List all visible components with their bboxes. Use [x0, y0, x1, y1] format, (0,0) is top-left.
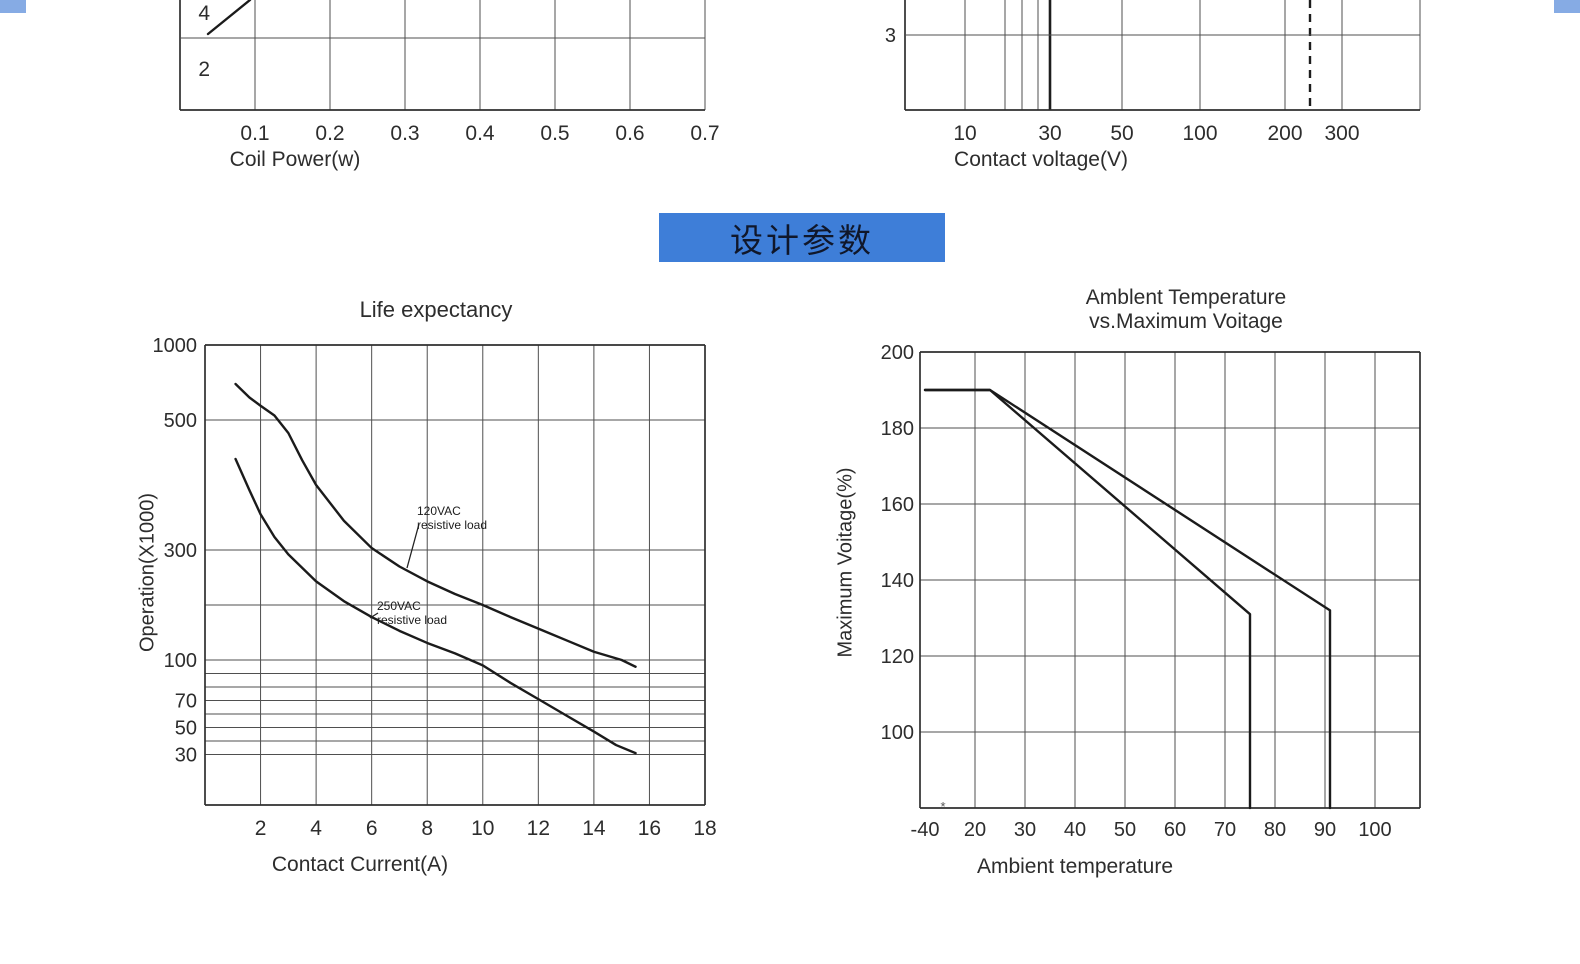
- life-expectancy-title: Life expectancy: [359, 297, 513, 322]
- page-corner-decoration-right: [1554, 0, 1580, 13]
- y-tick-label: 50: [175, 718, 197, 740]
- x-tick-label: 50: [1114, 819, 1136, 841]
- x-tick-label: 90: [1314, 819, 1336, 841]
- x-tick-label: 0.2: [315, 122, 344, 145]
- y-tick-label: 140: [881, 570, 914, 592]
- x-tick-label: 200: [1267, 122, 1302, 145]
- y-tick-label: 70: [175, 691, 197, 713]
- annotation-250vac: 250VAC resistive load: [377, 599, 448, 627]
- series-250vac: [234, 457, 637, 755]
- x-tick-label: 30: [1014, 819, 1036, 841]
- design-params-banner: 设计参数: [659, 213, 945, 262]
- annotation-arrow-250vac: [369, 612, 379, 619]
- x-tick-label: 6: [366, 817, 378, 840]
- x-tick-label: 30: [1038, 122, 1061, 145]
- contact-voltage-chart-svg: 10 30 50 100 200 300 3: [885, 0, 1421, 145]
- temperature-derating-line-2: [923, 388, 1252, 810]
- x-tick-label: -40: [911, 819, 940, 841]
- x-tick-label: 2: [255, 817, 267, 840]
- design-params-banner-text: 设计参数: [730, 221, 874, 259]
- coil-power-xlabel: Coil Power(w): [229, 148, 361, 171]
- temperature-derating-line-1: [923, 388, 1332, 810]
- y-tick-label: 3: [885, 25, 896, 47]
- annotation-120vac: 120VAC resistive load: [417, 504, 488, 532]
- x-tick-label: 8: [421, 817, 433, 840]
- coil-power-chart-svg: 0.1 0.2 0.3 0.4 0.5 0.6 0.7 4 2: [179, 0, 720, 145]
- x-tick-label: 80: [1264, 819, 1286, 841]
- y-tick-label: 4: [198, 2, 210, 25]
- y-tick-label: 300: [164, 540, 197, 562]
- x-tick-label: 40: [1064, 819, 1086, 841]
- x-tick-label: 12: [527, 817, 550, 840]
- y-tick-label: 100: [881, 722, 914, 744]
- y-tick-label: 500: [164, 410, 197, 432]
- x-tick-label: 10: [953, 122, 976, 145]
- x-tick-label: 100: [1358, 819, 1391, 841]
- annotation-250vac-line1: 250VAC: [377, 599, 421, 613]
- x-tick-label: 60: [1164, 819, 1186, 841]
- x-tick-label: 0.1: [240, 122, 269, 145]
- page-corner-decoration-left: [0, 0, 26, 13]
- y-tick-label: 2: [198, 58, 210, 81]
- y-tick-label: 200: [881, 342, 914, 364]
- contact-voltage-xlabel: Contact voltage(V): [954, 148, 1128, 171]
- y-tick-label: 100: [164, 650, 197, 672]
- ambient-temperature-xlabel: Ambient temperature: [976, 855, 1174, 878]
- x-tick-label: 0.5: [540, 122, 569, 145]
- y-tick-label: 30: [175, 745, 197, 767]
- annotation-120vac-line2: resistive load: [417, 517, 488, 532]
- stray-mark: *: [940, 799, 945, 814]
- annotation-250vac-line2: resistive load: [377, 612, 448, 627]
- y-tick-label: 180: [881, 418, 914, 440]
- x-tick-label: 0.3: [390, 122, 419, 145]
- x-tick-label: 16: [638, 817, 661, 840]
- life-expectancy-chart-svg: 1000 500 300 100 70 50 30 2 4 6 8 10 12 14 16 18: [153, 335, 717, 840]
- ambient-temperature-chart-svg: 200 180 160 140 120 100 -40 20 30 40 50 60 70 80 90 100…: [881, 342, 1421, 841]
- curve-fragment: [206, 0, 252, 36]
- x-tick-label: 18: [693, 817, 716, 840]
- ambient-temperature-title-line1: Amblent Temperature: [1085, 286, 1287, 309]
- contact-voltage-chart: 10 30 50 100 200 300 3: [880, 0, 1460, 190]
- x-tick-label: 0.6: [615, 122, 644, 145]
- x-tick-label: 0.7: [690, 122, 719, 145]
- ambient-temperature-title-line2: vs.Maximum Voitage: [1089, 310, 1283, 333]
- x-tick-label: 100: [1182, 122, 1217, 145]
- x-tick-label: 10: [471, 817, 494, 840]
- x-tick-label: 14: [582, 817, 606, 840]
- life-expectancy-ylabel: Operation(X1000): [136, 493, 159, 652]
- y-tick-label: 1000: [153, 335, 198, 357]
- x-tick-label: 70: [1214, 819, 1236, 841]
- y-tick-label: 120: [881, 646, 914, 668]
- annotation-120vac-line1: 120VAC: [417, 504, 461, 518]
- coil-power-chart: 0.1 0.2 0.3 0.4 0.5 0.6 0.7 4 2: [150, 0, 750, 190]
- annotation-arrow-120vac: [406, 523, 420, 569]
- y-tick-label: 160: [881, 494, 914, 516]
- x-tick-label: 50: [1110, 122, 1133, 145]
- x-tick-label: 300: [1324, 122, 1359, 145]
- x-tick-label: 20: [964, 819, 986, 841]
- ambient-temperature-ylabel: Maximum Voitage(%): [834, 467, 857, 658]
- life-expectancy-xlabel: Contact Current(A): [271, 853, 449, 876]
- life-expectancy-chart: 1000 500 300 100 70 50 30 2 4 6 8 10 12 14 16 18: [130, 295, 730, 895]
- series-120vac: [234, 382, 637, 668]
- x-tick-label: 4: [310, 817, 322, 840]
- x-tick-label: 0.4: [465, 122, 495, 145]
- ambient-temperature-chart: 200 180 160 140 120 100 -40 20 30 40 50 60 70 80 90 100…: [830, 280, 1470, 900]
